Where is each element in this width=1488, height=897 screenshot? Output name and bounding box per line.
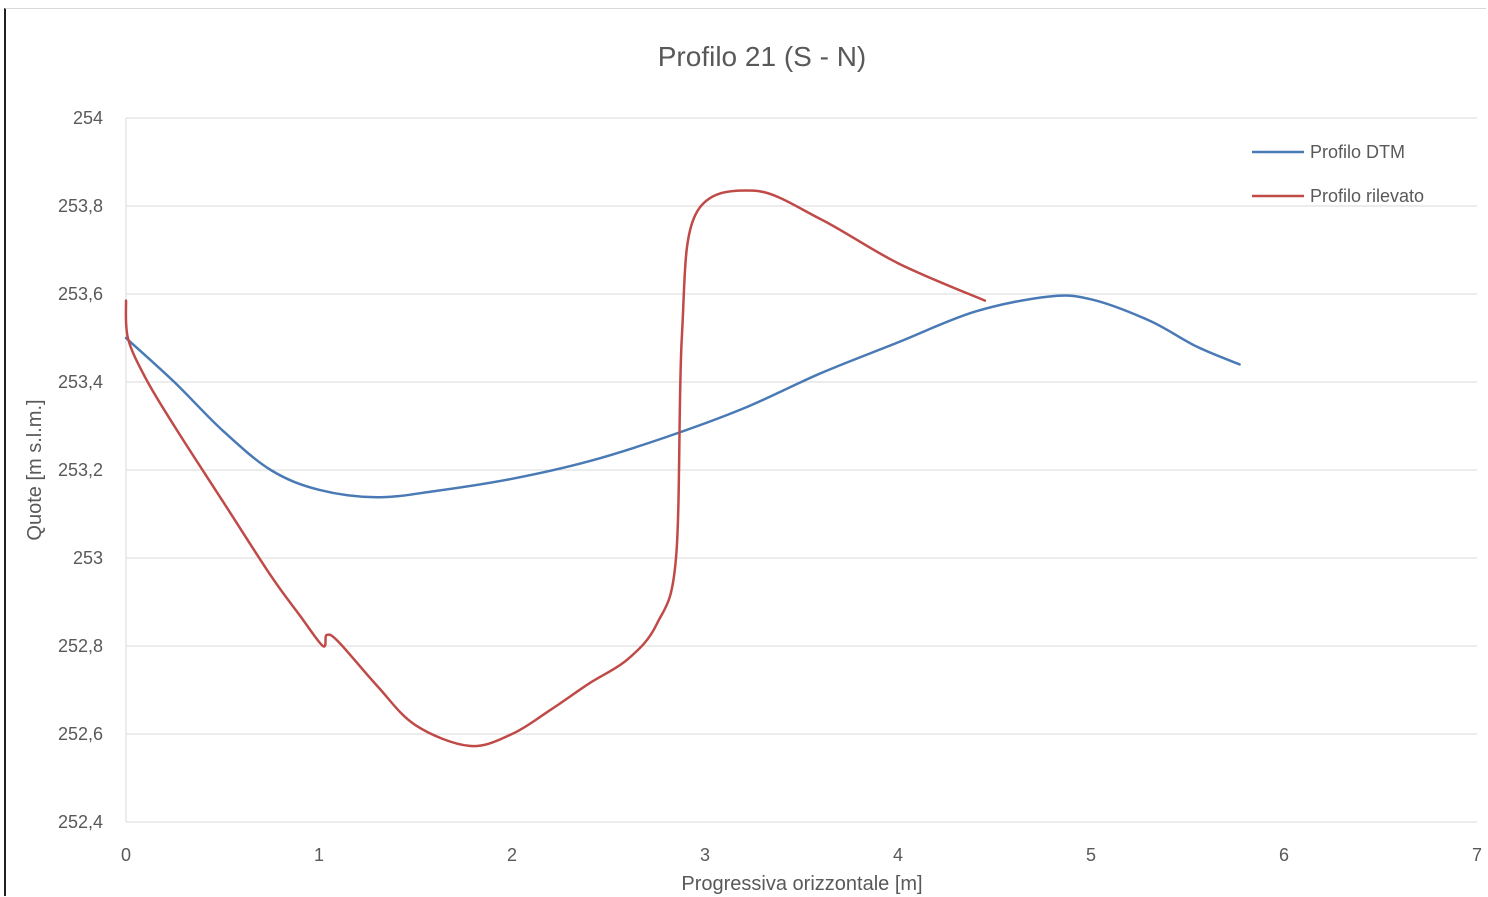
y-tick-label: 253,8 xyxy=(58,196,103,216)
y-tick-label: 253,6 xyxy=(58,284,103,304)
legend-label: Profilo DTM xyxy=(1310,142,1405,162)
chart-title: Profilo 21 (S - N) xyxy=(658,41,867,72)
legend-label: Profilo rilevato xyxy=(1310,186,1424,206)
y-tick-label: 252,4 xyxy=(58,812,103,832)
x-tick-label: 3 xyxy=(700,845,710,865)
x-tick-label: 7 xyxy=(1472,845,1482,865)
series-line-1 xyxy=(124,294,1241,499)
x-tick-labels: 0 1 2 3 4 5 6 7 xyxy=(121,845,1482,865)
chart-frame xyxy=(4,8,1486,896)
series-line-2 xyxy=(124,189,987,748)
x-tick-label: 1 xyxy=(314,845,324,865)
y-tick-label: 254 xyxy=(73,108,103,128)
y-axis-label: Quote [m s.l.m.] xyxy=(24,399,46,540)
y-tick-label: 252,6 xyxy=(58,724,103,744)
y-tick-labels: 252,4 252,6 252,8 253 253,2 253,4 253,6 253,8 25… xyxy=(58,108,103,832)
x-tick-label: 2 xyxy=(507,845,517,865)
x-tick-label: 6 xyxy=(1279,845,1289,865)
y-tick-label: 253 xyxy=(73,548,103,568)
x-axis-label: Progressiva orizzontale [m] xyxy=(681,873,922,895)
legend: Profilo DTM Profilo rilevato xyxy=(1252,142,1424,206)
x-tick-label: 5 xyxy=(1086,845,1096,865)
gridlines xyxy=(126,117,1477,735)
x-tick-label: 0 xyxy=(121,845,131,865)
x-tick-label: 4 xyxy=(893,845,903,865)
y-tick-label: 253,2 xyxy=(58,460,103,480)
y-tick-label: 253,4 xyxy=(58,372,103,392)
y-tick-label: 252,8 xyxy=(58,636,103,656)
series-lines xyxy=(124,189,1241,748)
